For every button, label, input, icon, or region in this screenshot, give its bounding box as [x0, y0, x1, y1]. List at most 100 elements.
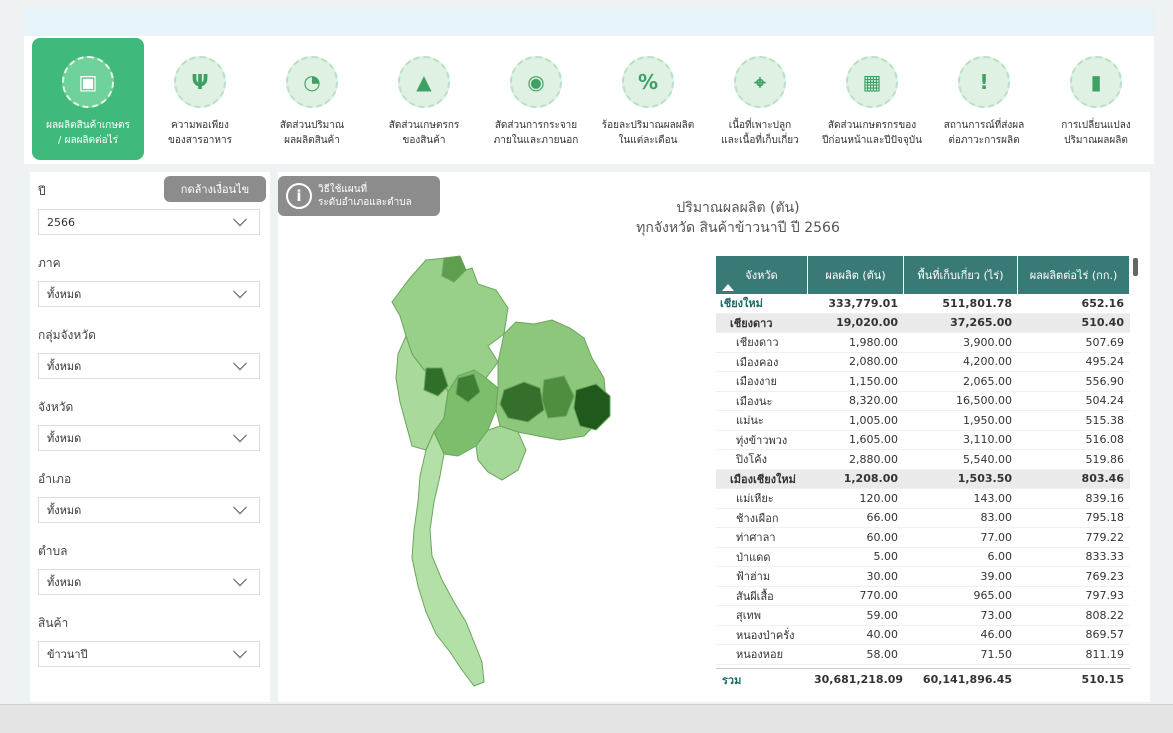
cell-name: ปิงโค้ง [736, 453, 767, 467]
tab-6[interactable]: ⌖ เนื้อที่เพาะปลูก และเนื้อที่เก็บเกี่ยว [704, 38, 816, 160]
filter-label: อำเภอ [38, 472, 72, 486]
table-row[interactable]: เมืองนะ 8,320.00 16,500.00 504.24 [716, 392, 1130, 411]
filter-group-4: อำเภอทั้งหมด [38, 470, 262, 523]
cell-yield: 779.22 [1085, 530, 1125, 544]
chevron-down-icon[interactable] [232, 212, 248, 227]
tab-9[interactable]: ▮ การเปลี่ยนแปลง ปริมาณผลผลิต [1040, 38, 1152, 160]
cell-name: ช้างเผือก [736, 511, 779, 525]
table-row[interactable]: ทุ่งข้าวพวง 1,605.00 3,110.00 516.08 [716, 431, 1130, 450]
cell-output: 19,020.00 [836, 316, 898, 330]
table-row[interactable]: หนองป่าครั่ง 40.00 46.00 869.57 [716, 626, 1130, 645]
cell-area: 6.00 [987, 550, 1013, 564]
cell-yield: 507.69 [1085, 335, 1125, 349]
tab-label-line-2: ผลผลิตสินค้า [284, 135, 340, 146]
cell-name: แม่นะ [736, 414, 764, 428]
tab-label-line-2: ของสารอาหาร [167, 135, 232, 146]
map-northeast-dark[interactable] [499, 381, 545, 423]
production-table: จังหวัด ผลผลิต (ตัน) พื้นที่เก็บเกี่ยว (… [716, 256, 1138, 696]
table-row[interactable]: เมืองคอง 2,080.00 4,200.00 495.24 [716, 353, 1130, 372]
table-scrollbar[interactable] [1133, 258, 1138, 276]
table-row[interactable]: เมืองเชียงใหม่ 1,208.00 1,503.50 803.46 [716, 469, 1130, 489]
cell-area: 4,200.00 [963, 355, 1012, 369]
chevron-down-icon[interactable] [232, 644, 248, 659]
map-south-region[interactable] [411, 430, 485, 687]
table-row[interactable]: เชียงใหม่ 333,779.01 511,801.78 652.16 [716, 294, 1130, 314]
filter-select[interactable]: ทั้งหมด [38, 497, 260, 523]
chevron-down-icon[interactable] [232, 356, 248, 371]
tab-5[interactable]: % ร้อยละปริมาณผลผลิต ในแต่ละเดือน [592, 38, 704, 160]
total-area: 60,141,896.45 [922, 673, 1012, 686]
tab-4[interactable]: ◉ สัดส่วนการกระจาย ภายในและภายนอก [480, 38, 592, 160]
filter-select[interactable]: 2566 [38, 209, 260, 235]
cell-yield: 652.16 [1081, 296, 1124, 310]
tab-2[interactable]: ◔ สัดส่วนปริมาณ ผลผลิตสินค้า [256, 38, 368, 160]
table-row[interactable]: ท่าศาลา 60.00 77.00 779.22 [716, 528, 1130, 548]
map-central-dark-2[interactable] [455, 373, 481, 403]
sort-up-icon[interactable] [722, 284, 734, 291]
column-header-province[interactable]: จังหวัด [716, 256, 808, 294]
main-panel: i วิธีใช้แผนที่ ระดับอำเภอและตำบล ปริมาณ… [278, 172, 1150, 702]
filter-select[interactable]: ทั้งหมด [38, 353, 260, 379]
tab-0[interactable]: ▣ ผลผลิตสินค้าเกษตร / ผลผลิตต่อไร่ [32, 38, 144, 160]
tab-7[interactable]: ▦ สัดส่วนเกษตรกรของ ปีก่อนหน้าและปีปัจจุบั… [816, 38, 928, 160]
map-help-button[interactable]: i วิธีใช้แผนที่ ระดับอำเภอและตำบล [278, 176, 440, 216]
filter-select[interactable]: ทั้งหมด [38, 281, 260, 307]
tab-label-line-2: ของสินค้า [402, 135, 446, 146]
total-output: 30,681,218.09 [814, 673, 904, 686]
cell-name: เมืองเชียงใหม่ [730, 472, 796, 486]
filter-select[interactable]: ทั้งหมด [38, 569, 260, 595]
tab-8[interactable]: ! สถานการณ์ที่ส่งผล ต่อภาวะการผลิต [928, 38, 1040, 160]
table-row[interactable]: หนองหอย 58.00 71.50 811.19 [716, 645, 1130, 665]
table-row[interactable]: ช้างเผือก 66.00 83.00 795.18 [716, 509, 1130, 528]
tab-label-line-1: ความพอเพียง [171, 120, 229, 131]
filter-select[interactable]: ข้าวนาปี [38, 641, 260, 667]
chevron-down-icon[interactable] [232, 500, 248, 515]
table-row[interactable]: สันผีเสื้อ 770.00 965.00 797.93 [716, 587, 1130, 606]
column-header-yield[interactable]: ผลผลิตต่อไร่ (กก.) [1018, 256, 1130, 294]
chart-title-line-2: ทุกจังหวัด สินค้าข้าวนาปี ปี 2566 [636, 220, 840, 236]
cell-area: 143.00 [973, 491, 1013, 505]
cell-yield: 516.08 [1085, 433, 1125, 447]
chevron-down-icon[interactable] [232, 428, 248, 443]
map-northeast-mid[interactable] [541, 375, 575, 419]
map-central-dark-1[interactable] [423, 367, 449, 397]
thailand-choropleth-map[interactable] [348, 250, 618, 700]
table-row[interactable]: ฟ้าฮ่าม 30.00 39.00 769.23 [716, 567, 1130, 587]
table-row[interactable]: แม่เหียะ 120.00 143.00 839.16 [716, 489, 1130, 509]
tab-1[interactable]: Ψ ความพอเพียง ของสารอาหาร [144, 38, 256, 160]
globe-pin-icon: ◉ [510, 56, 562, 108]
cell-yield: 839.16 [1085, 491, 1125, 505]
chevron-down-icon[interactable] [232, 572, 248, 587]
filter-select[interactable]: ทั้งหมด [38, 425, 260, 451]
help-line-2: ระดับอำเภอและตำบล [318, 197, 412, 208]
tab-label-line-2: ปีก่อนหน้าและปีปัจจุบัน [822, 135, 922, 146]
alert-message-icon: ! [958, 56, 1010, 108]
table-row[interactable]: เมืองงาย 1,150.00 2,065.00 556.90 [716, 372, 1130, 392]
tab-label-line-1: สัดส่วนปริมาณ [279, 120, 345, 131]
map-east-region[interactable] [475, 425, 527, 481]
tab-3[interactable]: ▲ สัดส่วนเกษตรกร ของสินค้า [368, 38, 480, 160]
cell-area: 71.50 [980, 647, 1013, 661]
filter-sidebar: กดล้างเงื่อนไข ปี 2566 ภาค ทั้งหมด กลุ่มจังห… [30, 172, 270, 702]
cell-area: 3,900.00 [963, 335, 1012, 349]
table-row[interactable]: เชียงดาว 19,020.00 37,265.00 510.40 [716, 313, 1130, 333]
table-row[interactable]: แม่นะ 1,005.00 1,950.00 515.38 [716, 411, 1130, 431]
clear-filters-button[interactable]: กดล้างเงื่อนไข [164, 176, 266, 202]
chevron-down-icon[interactable] [232, 284, 248, 299]
table-row[interactable]: ป่าแดด 5.00 6.00 833.33 [716, 548, 1130, 567]
map-ubon-dark[interactable] [573, 383, 611, 431]
top-banner [24, 8, 1154, 34]
percent-icon: % [622, 56, 674, 108]
map-north-dark[interactable] [441, 255, 467, 283]
column-header-area[interactable]: พื้นที่เก็บเกี่ยว (ไร่) [904, 256, 1018, 294]
tab-label-line-1: สัดส่วนเกษตรกร [388, 120, 460, 131]
table-row[interactable]: สุเทพ 59.00 73.00 808.22 [716, 606, 1130, 626]
cell-output: 66.00 [866, 511, 899, 525]
cell-name: ป่าแดด [736, 550, 771, 564]
table-row[interactable]: เชียงดาว 1,980.00 3,900.00 507.69 [716, 333, 1130, 353]
cell-area: 83.00 [980, 511, 1013, 525]
table-row[interactable]: ปิงโค้ง 2,880.00 5,540.00 519.86 [716, 450, 1130, 470]
filter-value: ทั้งหมด [47, 288, 82, 301]
cell-name: หนองหอย [736, 648, 784, 662]
column-header-output[interactable]: ผลผลิต (ตัน) [808, 256, 904, 294]
